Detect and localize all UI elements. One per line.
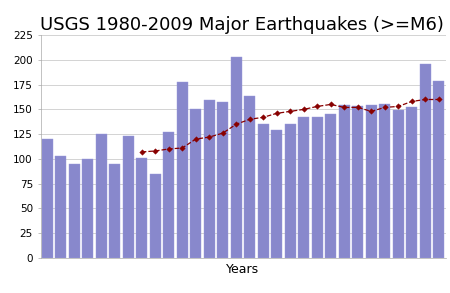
Bar <box>433 81 445 258</box>
Bar <box>365 105 377 258</box>
X-axis label: Years: Years <box>226 263 260 276</box>
Bar <box>352 106 364 258</box>
Bar <box>392 110 404 258</box>
Bar <box>406 108 418 258</box>
Bar <box>311 117 323 258</box>
Bar <box>203 100 215 258</box>
Bar <box>419 64 431 258</box>
Bar <box>109 164 121 258</box>
Bar <box>122 136 134 258</box>
Bar <box>55 156 67 258</box>
Bar <box>257 124 269 258</box>
Bar <box>271 130 283 258</box>
Bar <box>190 109 202 258</box>
Bar <box>338 105 350 258</box>
Bar <box>163 132 175 258</box>
Bar <box>95 134 107 258</box>
Bar <box>176 82 188 258</box>
Bar <box>82 159 94 258</box>
Bar <box>244 96 256 258</box>
Bar <box>41 139 53 258</box>
Bar <box>217 103 229 258</box>
Bar <box>136 158 148 258</box>
Bar <box>68 164 80 258</box>
Bar <box>149 174 161 258</box>
Bar <box>379 104 391 258</box>
Bar <box>298 117 310 258</box>
Text: USGS 1980-2009 Major Earthquakes (>=M6): USGS 1980-2009 Major Earthquakes (>=M6) <box>40 16 445 34</box>
Bar <box>325 114 337 258</box>
Bar <box>230 57 242 258</box>
Bar <box>284 124 296 258</box>
